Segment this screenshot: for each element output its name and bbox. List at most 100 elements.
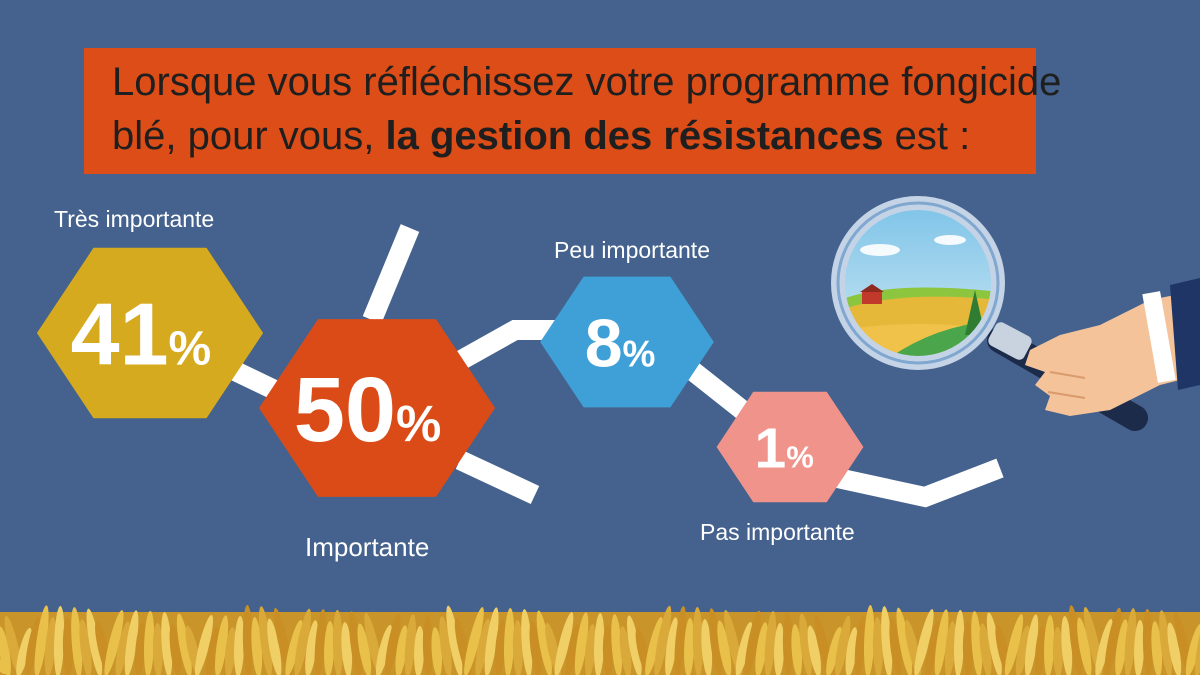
wheat-stalk	[242, 605, 253, 675]
wheat-stalk	[665, 617, 679, 675]
wheat-stalk	[1134, 620, 1145, 675]
wheat-stalk	[954, 610, 965, 675]
wheat-stalk	[79, 619, 92, 675]
wheat-stalk	[512, 620, 523, 675]
wheat-stalk	[602, 625, 613, 675]
wheat-stalk	[349, 611, 362, 675]
wheat-stalk	[807, 625, 821, 675]
wheat-stalk	[431, 627, 443, 675]
category-label: Pas importante	[700, 519, 855, 545]
wheat-stalk	[395, 625, 408, 675]
category-label: Peu importante	[554, 237, 710, 263]
wheat-stalk	[25, 616, 41, 675]
wheat-field-border	[0, 605, 1200, 675]
wheat-stalk	[627, 615, 642, 675]
wheat-stalk	[645, 617, 663, 675]
wheat-stalk	[896, 607, 913, 675]
wheat-stalk	[1034, 626, 1046, 675]
wheat-stalk	[774, 623, 785, 675]
wheat-stalk	[71, 607, 83, 675]
value-label: 50%	[294, 359, 442, 461]
wheat-stalk	[104, 610, 124, 675]
wheat-stalk	[1068, 605, 1083, 675]
wheat-stalk	[971, 611, 983, 675]
wheat-stalk	[384, 613, 401, 675]
wheat-stalk	[324, 621, 335, 675]
wheat-stalk	[332, 610, 343, 675]
value-unit: %	[396, 395, 441, 452]
wheat-stalk	[404, 614, 417, 675]
wheat-stalk	[944, 621, 956, 675]
wheat-stalk	[484, 607, 499, 675]
wheat-stalk	[1142, 609, 1153, 675]
wheat-stalk	[503, 608, 515, 675]
wheat-stalk	[134, 622, 146, 675]
wheat-stalk	[914, 609, 934, 675]
wheat-stalk	[934, 609, 949, 675]
wheat-stalk	[475, 618, 491, 675]
wheat-stalk	[854, 616, 866, 675]
wheat-stalk	[554, 612, 574, 675]
wheat-stalk	[53, 606, 65, 675]
value-label: 41%	[71, 285, 212, 384]
category-label: Importante	[305, 532, 430, 562]
hexagon-mark	[540, 276, 714, 408]
hexagon-marks: 41% 50% 8% 1%	[36, 247, 864, 503]
value-label: 1%	[754, 417, 813, 481]
wheat-stalk	[224, 627, 236, 675]
question-line-2-start: blé, pour vous,	[112, 114, 386, 158]
wheat-stalk	[357, 623, 372, 675]
wheat-stalk	[86, 608, 103, 675]
wheat-stalk	[611, 614, 623, 675]
value-label: 8%	[585, 305, 656, 381]
wheat-stalk	[439, 616, 452, 675]
wheat-stalk	[341, 622, 353, 675]
wheat-stalk	[521, 609, 533, 675]
wheat-stalk	[1167, 622, 1182, 675]
wheat-stalk	[194, 615, 214, 675]
wheat-stalk	[464, 607, 484, 675]
wheat-stalk	[1004, 614, 1024, 675]
wheat-stalk	[494, 619, 506, 675]
wheat-stalk	[845, 627, 858, 675]
wheat-stalk	[314, 609, 327, 675]
wheat-stalk	[925, 620, 941, 675]
wheat-stalk	[826, 626, 842, 675]
wheat-stalk	[594, 613, 605, 675]
wheat-stalk	[701, 619, 713, 675]
hexagon-mark	[259, 319, 495, 497]
wheat-stalk	[267, 618, 282, 675]
question-line-2-end: est :	[883, 114, 971, 158]
wheat-stalk	[881, 606, 893, 675]
wheat-stalk	[735, 621, 753, 675]
magnifying-glass-hand-icon	[831, 196, 1200, 431]
wheat-stalk	[34, 605, 49, 675]
value-number: 50	[294, 359, 396, 461]
wheat-stalk	[169, 624, 182, 675]
wheat-stalk	[692, 607, 703, 675]
wheat-stalk	[375, 624, 393, 675]
wheat-stalk	[115, 621, 131, 675]
wheat-stalk	[684, 618, 695, 675]
wheat-stalk	[574, 612, 589, 675]
wheat-stalk	[294, 608, 311, 675]
wheat-stalk	[1124, 608, 1137, 675]
wheat-stalk	[214, 615, 229, 675]
wheat-stalk	[799, 613, 812, 675]
wheat-stalk	[1077, 617, 1092, 675]
wheat-stalk	[124, 610, 139, 675]
wheat-stalk	[755, 622, 768, 675]
wheat-stalk	[161, 612, 173, 675]
wheat-stalk	[152, 623, 163, 675]
wheat-stalk	[414, 626, 425, 675]
wheat-stalk	[872, 617, 883, 675]
wheat-stalk	[285, 619, 303, 675]
wheat-stalk	[889, 618, 902, 675]
wheat-stalk	[584, 624, 596, 675]
wheat-stalk	[1044, 615, 1055, 675]
value-number: 1	[754, 417, 786, 481]
category-label: Très importante	[54, 206, 215, 232]
wheat-stalk	[16, 627, 32, 675]
wheat-stalk	[565, 623, 580, 675]
